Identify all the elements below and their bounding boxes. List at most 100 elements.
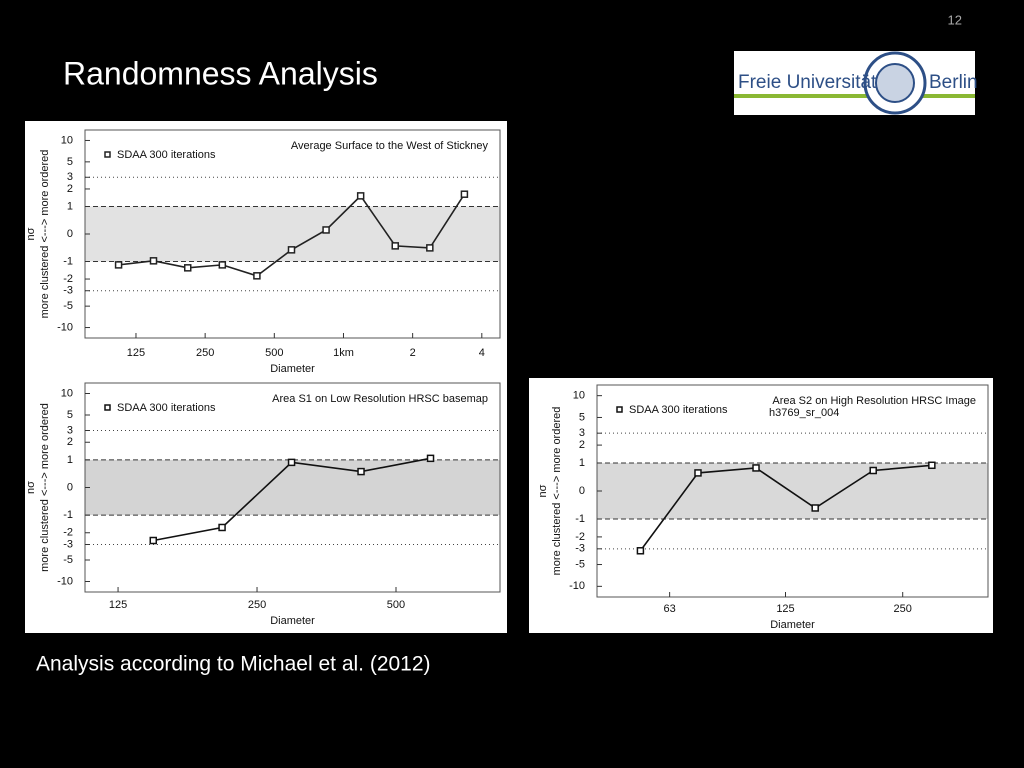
- y-tick-label: 5: [579, 411, 585, 423]
- y-tick-label: -3: [575, 543, 585, 555]
- x-tick-label: 125: [776, 603, 794, 615]
- chart-title: Average Surface to the West of Stickney: [291, 140, 489, 152]
- x-tick-label: 1km: [333, 347, 354, 359]
- legend-marker: [104, 151, 111, 158]
- data-point: [391, 242, 399, 250]
- y-axis-symbol: nσ: [25, 227, 37, 240]
- chart-title: Area S1 on Low Resolution HRSC basemap: [272, 393, 488, 405]
- y-tick-label: 10: [573, 390, 585, 402]
- x-tick-label: 250: [196, 347, 214, 359]
- y-tick-label: 3: [67, 171, 73, 183]
- data-point: [426, 454, 435, 463]
- y-tick-label: 0: [579, 485, 585, 497]
- x-axis-label: Diameter: [270, 615, 315, 627]
- x-axis-label: Diameter: [770, 619, 815, 631]
- chart-subtitle: h3769_sr_004: [769, 407, 839, 419]
- data-point: [218, 523, 226, 532]
- y-tick-label: -1: [575, 513, 585, 525]
- data-point: [357, 467, 365, 476]
- y-axis-symbol: nσ: [25, 481, 37, 494]
- x-tick-label: 2: [410, 347, 416, 359]
- y-axis-label: more clustered <---> more ordered: [551, 407, 563, 576]
- data-point: [149, 536, 158, 545]
- y-tick-label: 0: [67, 228, 73, 240]
- data-point: [287, 246, 296, 254]
- shaded-band: [85, 459, 500, 516]
- y-tick-label: 3: [67, 424, 73, 436]
- y-tick-label: -5: [575, 558, 585, 570]
- y-tick-label: -2: [63, 527, 73, 539]
- data-point: [287, 458, 296, 467]
- y-tick-label: -1: [63, 255, 73, 267]
- y-tick-label: 0: [67, 481, 73, 493]
- data-point: [811, 504, 819, 512]
- y-tick-label: 5: [67, 409, 73, 421]
- y-tick-label: -10: [57, 321, 73, 333]
- logo-text: Berlin: [929, 72, 978, 93]
- y-axis-symbol: nσ: [537, 484, 549, 497]
- x-tick-label: 125: [109, 599, 127, 611]
- x-tick-label: 500: [387, 599, 405, 611]
- x-tick-label: 250: [894, 603, 912, 615]
- y-tick-label: -2: [63, 273, 73, 285]
- y-tick-label: 10: [61, 387, 73, 399]
- y-tick-label: 1: [579, 457, 585, 469]
- logo: Freie Universität Berlin: [734, 51, 978, 115]
- data-point: [322, 226, 330, 234]
- data-point: [149, 257, 158, 265]
- y-tick-label: 3: [579, 427, 585, 439]
- x-tick-label: 125: [127, 347, 145, 359]
- legend-label: SDAA 300 iterations: [629, 404, 728, 416]
- shaded-band: [597, 462, 988, 520]
- legend-marker: [104, 404, 111, 411]
- x-axis-label: Diameter: [270, 363, 315, 375]
- page-number: 12: [948, 12, 962, 27]
- x-tick-label: 63: [664, 603, 676, 615]
- y-axis-label: more clustered <---> more ordered: [39, 403, 51, 572]
- y-axis-label: more clustered <---> more ordered: [39, 150, 51, 319]
- y-tick-label: -10: [569, 580, 585, 592]
- x-tick-label: 4: [479, 347, 485, 359]
- y-tick-label: -3: [63, 285, 73, 297]
- y-tick-label: 10: [61, 134, 73, 146]
- y-tick-label: 5: [67, 156, 73, 168]
- chart-title: Area S2 on High Resolution HRSC Image: [772, 395, 976, 407]
- data-point: [183, 264, 192, 272]
- y-tick-label: -5: [63, 300, 73, 312]
- y-tick-label: 2: [579, 439, 585, 451]
- y-tick-label: -10: [57, 575, 73, 587]
- caption: Analysis according to Michael et al. (20…: [36, 653, 431, 676]
- y-tick-label: 2: [67, 436, 73, 448]
- legend-label: SDAA 300 iterations: [117, 402, 216, 414]
- legend-marker: [616, 406, 623, 413]
- legend-label: SDAA 300 iterations: [117, 149, 216, 161]
- data-point: [114, 261, 123, 269]
- data-point: [356, 192, 365, 200]
- data-point: [253, 272, 261, 280]
- y-tick-label: 1: [67, 454, 73, 466]
- x-tick-label: 250: [248, 599, 266, 611]
- data-point: [694, 469, 702, 477]
- x-tick-label: 500: [265, 347, 283, 359]
- y-tick-label: -2: [575, 531, 585, 543]
- y-tick-label: -1: [63, 509, 73, 521]
- data-point: [869, 466, 877, 475]
- y-tick-label: 2: [67, 183, 73, 195]
- data-line: [639, 464, 932, 552]
- data-point: [460, 190, 469, 198]
- logo-seal-inner: [875, 63, 915, 103]
- y-tick-label: 1: [67, 200, 73, 212]
- y-tick-label: -3: [63, 538, 73, 550]
- logo-text: Freie Universität: [738, 72, 877, 93]
- y-tick-label: -5: [63, 554, 73, 566]
- data-point: [218, 261, 227, 269]
- logo-stripe: [734, 94, 975, 98]
- slide-title: Randomness Analysis: [63, 55, 378, 91]
- data-point: [636, 547, 645, 555]
- data-point: [928, 461, 936, 470]
